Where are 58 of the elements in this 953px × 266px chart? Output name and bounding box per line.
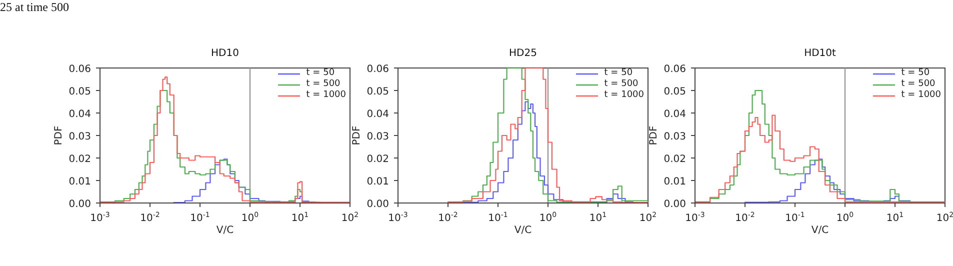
x-tick-label: 10$^{2}$ [639,211,657,224]
legend-label: t = 1000 [901,90,941,101]
y-tick-label: 0.04 [664,109,686,120]
y-axis-title: PDF [648,126,660,146]
y-tick-label: 0.04 [366,109,389,120]
y-tick-label: 0.03 [664,132,686,142]
x-tick-label: 10$^{-1}$ [190,211,210,224]
legend-label: t = 500 [604,79,638,90]
x-tick-label: 10$^{2}$ [341,211,359,224]
legend-label: t = 50 [901,68,930,79]
y-tick-label: 0.06 [68,64,91,75]
chart-title: HD25 [508,48,538,59]
x-axis-title: V/C [216,225,234,236]
legend-label: t = 500 [901,79,936,90]
text: 25 at time 500 [0,0,69,15]
y-axis-title: PDF [352,126,363,146]
x-axis-title: V/C [811,225,829,236]
x-tick-label: 10$^{-2}$ [140,211,160,224]
y-tick-label: 0.01 [68,176,91,188]
x-axis-title: V/C [514,225,532,236]
x-tick-label: 10$^{0}$ [836,211,854,224]
x-tick-label: 10$^{1}$ [589,211,607,224]
legend-label: t = 500 [306,79,340,90]
x-tick-label: 10$^{0}$ [539,211,557,224]
x-tick-label: 10$^{1}$ [886,211,904,224]
x-tick-label: 10$^{1}$ [291,211,309,224]
y-tick-label: 0.05 [68,86,91,98]
x-tick-label: 10$^{-3}$ [388,211,408,224]
y-tick-label: 0.03 [68,132,91,142]
legend-label: t = 1000 [306,90,346,101]
x-tick-label: 10$^{-1}$ [785,211,805,224]
y-tick-label: 0.00 [366,199,389,210]
y-tick-label: 0.00 [68,199,91,210]
x-tick-label: 10$^{0}$ [241,211,259,224]
y-tick-label: 0.02 [366,154,389,165]
legend-label: t = 1000 [604,90,644,101]
y-tick-label: 0.01 [664,176,686,188]
y-tick-label: 0.01 [366,176,389,188]
legend-label: t = 50 [604,68,633,79]
y-tick-label: 0.02 [664,154,686,165]
y-tick-label: 0.05 [366,86,389,98]
y-tick-label: 0.06 [366,64,389,75]
y-tick-label: 0.00 [664,199,686,210]
x-tick-label: 10$^{-2}$ [735,211,755,224]
chart-title: HD10t [803,48,837,59]
y-tick-label: 0.06 [664,64,686,75]
x-tick-label: 10$^{-3}$ [685,211,705,224]
y-tick-label: 0.03 [366,132,389,142]
y-tick-label: 0.05 [664,86,686,98]
chart-title: HD10 [210,48,240,59]
x-tick-label: 10$^{-2}$ [438,211,458,224]
x-tick-label: 10$^{2}$ [936,211,953,224]
x-tick-label: 10$^{-3}$ [90,211,110,224]
y-axis-title: PDF [54,126,65,146]
y-tick-label: 0.04 [68,109,91,120]
x-tick-label: 10$^{-1}$ [488,211,508,224]
legend-label: t = 50 [306,68,335,79]
y-tick-label: 0.02 [68,154,91,165]
